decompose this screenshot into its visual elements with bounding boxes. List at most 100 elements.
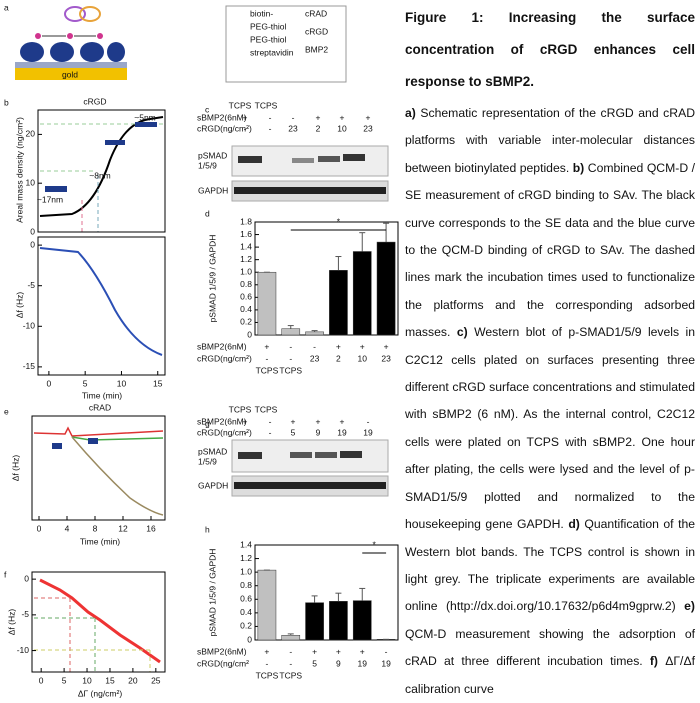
- label: GAPDH: [198, 185, 228, 195]
- label: PEG-thiol: [250, 21, 286, 31]
- label: 5: [291, 427, 296, 437]
- label: 2: [316, 123, 321, 133]
- label: cRGD(ng/cm²: [197, 658, 249, 668]
- caption-text: Western blot of p-SMAD1/5/9 levels in C2…: [405, 325, 696, 532]
- plot-frame: [37, 236, 166, 376]
- label: a: [4, 2, 9, 12]
- label: +: [264, 341, 269, 351]
- label: 9: [336, 658, 341, 668]
- x-tick-label: 12: [118, 523, 128, 533]
- label: TCPS: [229, 100, 252, 110]
- caption-body: a) Schematic representation of the cRGD …: [405, 100, 695, 703]
- curves-e: [33, 426, 164, 516]
- label: 19: [363, 427, 373, 437]
- label: g: [205, 418, 210, 428]
- caption-text: Quantification of the Western blot bands…: [405, 517, 696, 614]
- label: +: [360, 341, 365, 351]
- x-tick-label: 5: [83, 378, 88, 388]
- x-tick-label: 15: [105, 675, 115, 685]
- label: pSMAD 1/5/9 / GAPDH: [207, 549, 217, 637]
- label: 23: [310, 353, 320, 363]
- y-tick-label: 0.2: [240, 317, 252, 327]
- label: cRGD: [305, 26, 328, 36]
- label: ~17nm: [37, 194, 63, 204]
- label: cRAD: [89, 402, 111, 412]
- label: *: [373, 539, 377, 549]
- label: cRGD: [83, 96, 106, 106]
- y-tick-label: -5: [21, 609, 29, 619]
- caption-label: d): [568, 517, 580, 532]
- label: TCPS: [279, 365, 302, 375]
- bar: [305, 331, 324, 336]
- schematic: [15, 6, 127, 80]
- y-tick-label: 1.0: [240, 566, 252, 576]
- x-tick-label: 0: [37, 523, 42, 533]
- y-tick-label: 0: [247, 329, 252, 339]
- label: PEG-thiol: [250, 34, 286, 44]
- y-tick-label: 0.8: [240, 279, 252, 289]
- y-tick-label: 0.4: [240, 607, 252, 617]
- label: +: [316, 416, 321, 426]
- y-tick-label: -10: [17, 645, 30, 655]
- bar: [257, 569, 277, 641]
- plot-frame: [254, 544, 399, 641]
- label: GAPDH: [198, 480, 228, 490]
- label: +: [336, 646, 341, 656]
- label: -: [269, 112, 272, 122]
- caption-label: b): [572, 160, 585, 175]
- caption-text: QCM-D measurement showing the adsorption…: [405, 626, 695, 669]
- label: 23: [381, 353, 391, 363]
- label: Time (min): [82, 390, 122, 400]
- label: streptavidin: [250, 47, 294, 57]
- y-tick-label: -10: [23, 321, 36, 331]
- x-tick-label: 0: [47, 378, 52, 388]
- label: -: [289, 646, 292, 656]
- y-tick-label: 1.4: [240, 241, 252, 251]
- y-tick-label: 10: [26, 177, 36, 187]
- label: 19: [381, 658, 391, 668]
- caption: Figure 1: Increasing the surface concent…: [405, 2, 695, 703]
- blots: [231, 145, 389, 497]
- y-tick-label: 1.8: [240, 216, 252, 226]
- bar: [376, 241, 396, 336]
- label: +: [366, 112, 371, 122]
- label: sBMP2(6nM): [197, 416, 247, 426]
- y-tick-label: 0.6: [240, 594, 252, 604]
- label: cRGD(ng/cm²): [197, 427, 252, 437]
- label: 10: [358, 353, 368, 363]
- y-tick-label: 0: [24, 573, 29, 583]
- label: 1/5/9: [198, 456, 217, 466]
- label: pSMAD: [198, 446, 227, 456]
- bar: [305, 602, 324, 641]
- label: 9: [316, 427, 321, 437]
- label: d: [205, 208, 210, 218]
- label: 19: [337, 427, 347, 437]
- label: +: [243, 416, 248, 426]
- label: Time (min): [80, 536, 120, 546]
- y-tick-label: 1.2: [240, 254, 252, 264]
- label: 2: [336, 353, 341, 363]
- caption-label: e): [684, 599, 695, 614]
- caption-text: Schematic representation of the cRGD and…: [405, 106, 695, 175]
- y-tick-label: 0: [30, 226, 35, 236]
- label: TCPS: [229, 404, 252, 414]
- y-tick-label: 20: [26, 129, 36, 139]
- label: c: [205, 104, 210, 114]
- label: ΔΓ (ng/cm²): [78, 688, 123, 698]
- label: 5: [312, 658, 317, 668]
- label: +: [336, 341, 341, 351]
- label: Δf (Hz): [6, 609, 16, 636]
- caption-label: f): [649, 654, 658, 669]
- x-tick-label: 5: [62, 675, 67, 685]
- x-tick-label: 8: [93, 523, 98, 533]
- label: +: [316, 112, 321, 122]
- label: +: [340, 416, 345, 426]
- label: sBMP2(6nM): [197, 646, 247, 656]
- label: +: [291, 416, 296, 426]
- caption-text: Combined QCM-D / SE measurement of cRGD …: [405, 160, 696, 340]
- plot-frame: [31, 571, 166, 673]
- label: pSMAD 1/5/9 / GAPDH: [207, 235, 217, 323]
- label: -: [244, 123, 247, 133]
- y-tick-label: 0.2: [240, 621, 252, 631]
